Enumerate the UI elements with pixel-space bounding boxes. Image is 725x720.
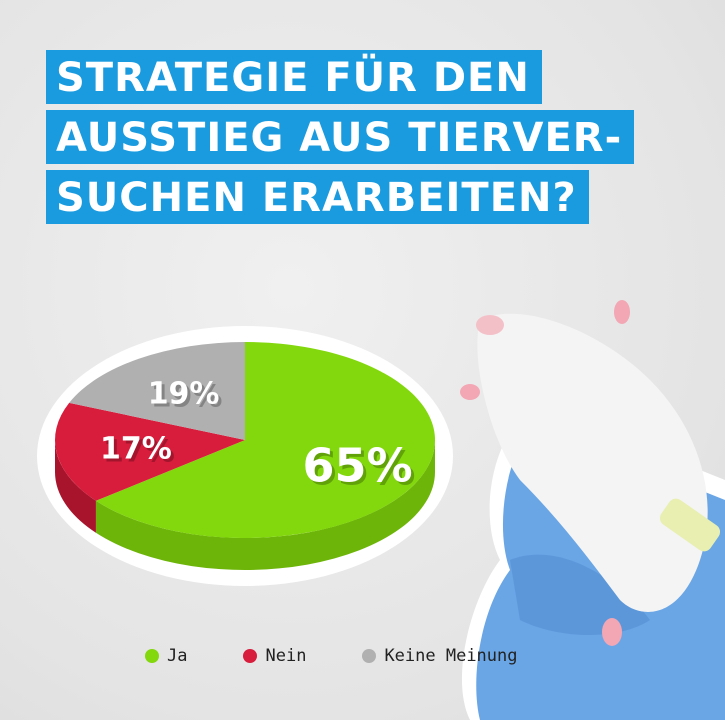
pie-label-ja: 65% (303, 439, 413, 493)
pie-label-shadow: 65% (306, 442, 416, 496)
title: STRATEGIE FÜR DEN AUSSTIEG AUS TIERVER- … (46, 50, 635, 230)
pie-label-shadow: 17% (103, 434, 175, 469)
title-line-1: STRATEGIE FÜR DEN (46, 50, 542, 104)
pie-slice-ja (95, 342, 436, 538)
pie-label-shadow: 19% (151, 379, 223, 414)
legend-dot-nein (243, 649, 258, 663)
legend-item-ja: Ja (145, 646, 187, 666)
pie-slice-keine-meinung (69, 341, 245, 440)
pie-label-nein: 17% (100, 431, 172, 466)
pie-side-ja (95, 440, 435, 570)
pie-slice-nein (54, 402, 246, 501)
legend-label: Nein (265, 646, 307, 666)
legend-item-nein: Nein (243, 646, 306, 666)
legend-label: Keine Meinung (384, 646, 518, 666)
legend-item-keine-meinung: Keine Meinung (362, 646, 518, 666)
legend-label: Ja (167, 646, 188, 666)
legend-dot-ja (145, 649, 159, 663)
legend: Ja Nein Keine Meinung (145, 646, 574, 666)
legend-dot-keine (362, 649, 377, 663)
pie-side-nein (55, 440, 96, 533)
pie-label-keine-meinung: 19% (148, 376, 220, 411)
title-line-3: SUCHEN ERARBEITEN? (46, 170, 589, 224)
title-line-2: AUSSTIEG AUS TIERVER- (46, 110, 635, 164)
